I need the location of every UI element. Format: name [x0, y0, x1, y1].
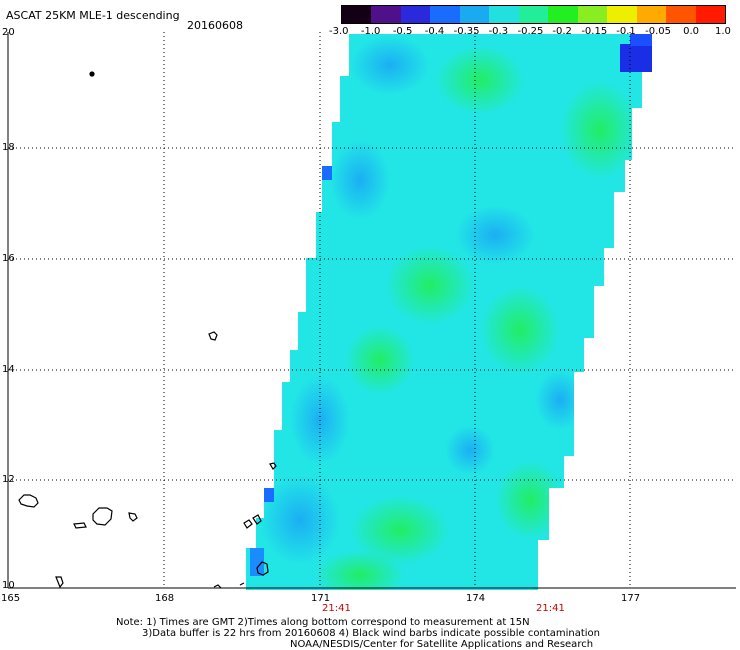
colorbar-label: -1.0: [360, 26, 381, 37]
x-tick-label: 171: [311, 593, 331, 604]
y-tick-label: 18: [2, 142, 15, 153]
colorbar: [341, 5, 726, 24]
map-title: ASCAT 25KM MLE-1 descending: [6, 9, 180, 22]
colorbar-swatch: [342, 6, 372, 23]
colorbar-label: -0.2: [552, 26, 572, 37]
time-label: 21:41: [536, 603, 565, 614]
y-tick-label: 16: [2, 253, 15, 264]
graticule: [8, 32, 736, 588]
colorbar-swatch: [607, 6, 637, 23]
x-tick-label: 177: [621, 593, 641, 604]
y-tick-label: 20: [2, 27, 15, 38]
footer-note-2: 3)Data buffer is 22 hrs from 20160608 4)…: [142, 628, 600, 639]
map-date: 20160608: [187, 19, 243, 32]
colorbar-label: -0.05: [645, 26, 672, 37]
colorbar-swatch: [577, 6, 608, 23]
colorbar-label: 1.0: [715, 26, 731, 37]
colorbar-swatch: [695, 6, 726, 23]
colorbar-swatch: [430, 6, 460, 23]
colorbar-label: -0.1: [616, 26, 636, 37]
colorbar-label: -0.3: [488, 26, 509, 37]
colorbar-swatch: [518, 6, 549, 23]
colorbar-swatch: [636, 6, 667, 23]
y-tick-label: 10: [2, 580, 15, 591]
coastlines: [18, 71, 277, 589]
colorbar-labels: -3.0 -1.0 -0.5 -0.4 -0.35 -0.3 -0.25 -0.2 -0.15-…: [328, 26, 738, 38]
colorbar-label: 0.0: [683, 26, 699, 37]
colorbar-swatch: [400, 6, 431, 23]
colorbar-label: -3.0: [329, 26, 349, 37]
colorbar-swatch: [371, 6, 401, 23]
x-tick-label: 165: [1, 593, 21, 604]
colorbar-swatch: [489, 6, 519, 23]
colorbar-label: -0.15: [581, 26, 608, 37]
colorbar-swatch: [666, 6, 696, 23]
x-tick-label: 174: [466, 593, 486, 604]
footer-note-1: Note: 1) Times are GMT 2)Times along bot…: [116, 617, 530, 628]
x-tick-label: 168: [155, 593, 175, 604]
footer-credit: NOAA/NESDIS/Center for Satellite Applica…: [290, 639, 594, 650]
colorbar-label: -0.4: [424, 26, 445, 37]
y-tick-label: 14: [2, 364, 15, 375]
time-label: 21:41: [322, 603, 351, 614]
colorbar-label: -0.25: [517, 26, 544, 37]
colorbar-label: -0.5: [392, 26, 413, 37]
y-tick-label: 12: [2, 474, 15, 485]
colorbar-swatch: [548, 6, 578, 23]
swath: [246, 34, 652, 590]
colorbar-label: -0.35: [453, 26, 480, 37]
colorbar-swatch: [459, 6, 490, 23]
